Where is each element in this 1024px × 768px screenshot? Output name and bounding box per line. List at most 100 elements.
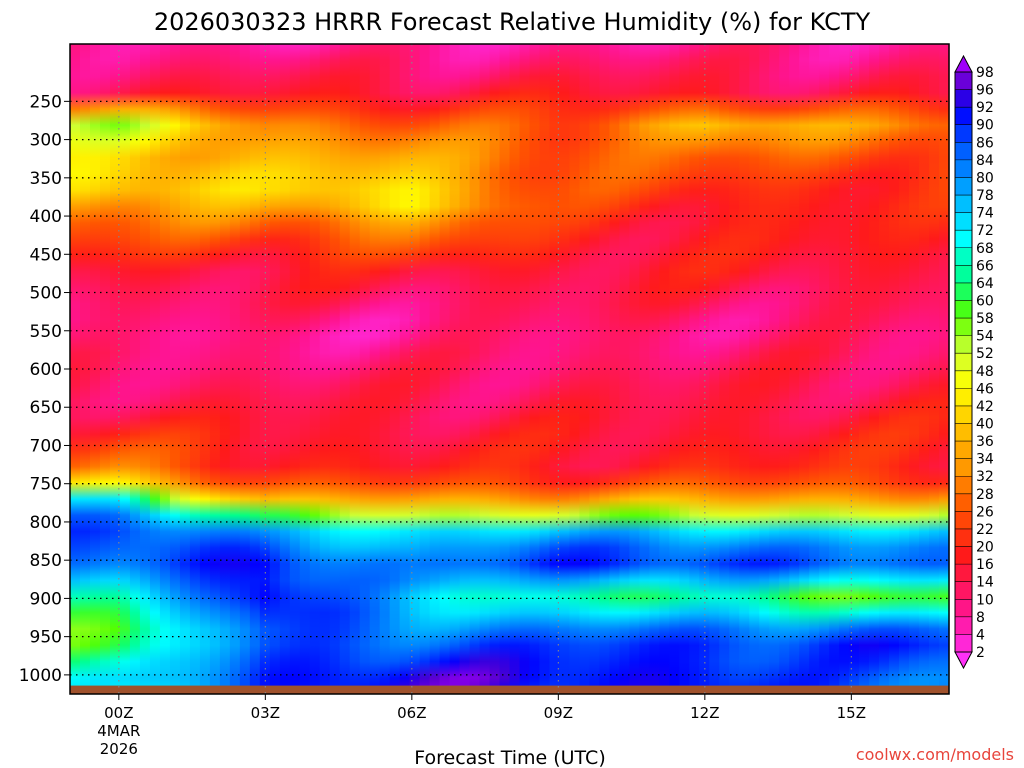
colorbar-swatch [955, 528, 972, 548]
heatmap-column [319, 44, 331, 694]
heatmap-field [70, 44, 950, 694]
y-tick-label: 250 [30, 92, 62, 112]
colorbar-label: 80 [976, 170, 994, 186]
heatmap-column [619, 44, 630, 694]
heatmap-column [399, 44, 411, 694]
colorbar-swatch [955, 616, 972, 635]
x-tick-label: 00Z [104, 704, 133, 722]
heatmap-column [219, 44, 231, 694]
colorbar-swatch [955, 247, 972, 266]
heatmap-column [129, 44, 141, 694]
heatmap-column [679, 44, 690, 694]
heatmap-column [879, 44, 890, 694]
colorbar-swatch [955, 107, 972, 126]
heatmap-column [559, 44, 571, 694]
heatmap-column [109, 44, 121, 694]
heatmap-column [199, 44, 211, 694]
colorbar-swatch [955, 72, 972, 91]
colorbar-swatch [955, 546, 972, 565]
colorbar-label: 4 [976, 627, 985, 643]
heatmap-column [909, 44, 920, 694]
colorbar-label: 2 [976, 645, 985, 661]
y-tick-label: 550 [30, 322, 62, 342]
colorbar-swatch [955, 212, 972, 231]
credit-link[interactable]: coolwx.com/models [856, 745, 1014, 764]
colorbar-label: 36 [976, 434, 994, 450]
colorbar-swatch [955, 318, 972, 337]
x-tick-label: 12Z [690, 704, 719, 722]
heatmap-column [229, 44, 241, 694]
colorbar-swatch [955, 353, 972, 372]
y-tick-label: 300 [30, 131, 62, 151]
y-tick-label: 450 [30, 245, 62, 265]
heatmap-column [469, 44, 481, 694]
colorbar-swatch [955, 405, 972, 425]
colorbar-swatch [955, 370, 972, 389]
heatmap-column [339, 44, 351, 694]
heatmap-column [309, 44, 321, 694]
colorbar: 9896929086848078747268666460585452484642… [954, 54, 994, 670]
heatmap-column [609, 44, 620, 694]
colorbar-label: 32 [976, 469, 994, 485]
heatmap-column [349, 44, 361, 694]
colorbar-label: 26 [976, 504, 994, 520]
heatmap-column [529, 44, 541, 694]
x-tick-label: 03Z [251, 704, 280, 722]
colorbar-label: 48 [976, 364, 994, 380]
colorbar-swatch [955, 441, 972, 460]
colorbar-label: 10 [976, 592, 994, 608]
colorbar-swatch [955, 388, 972, 407]
heatmap-column [159, 44, 171, 694]
colorbar-max-arrow [954, 54, 973, 73]
heatmap-column [829, 44, 840, 694]
colorbar-swatch [955, 599, 972, 618]
heatmap-column [439, 44, 451, 694]
colorbar-label: 66 [976, 258, 994, 274]
colorbar-label: 22 [976, 522, 994, 538]
colorbar-label: 68 [976, 241, 994, 257]
heatmap-column [499, 44, 511, 694]
colorbar-label: 90 [976, 118, 994, 134]
heatmap-column [70, 44, 81, 694]
colorbar-swatch [955, 230, 972, 249]
heatmap-column [279, 44, 291, 694]
heatmap-column [819, 44, 830, 694]
x-tick-label: 06Z [397, 704, 426, 722]
colorbar-swatch [955, 300, 972, 319]
heatmap-column [79, 44, 91, 694]
heatmap-column [549, 44, 561, 694]
colorbar-swatch [955, 159, 972, 178]
heatmap-column [639, 44, 650, 694]
heatmap-column [739, 44, 750, 694]
colorbar-swatch [955, 142, 972, 161]
heatmap-column [519, 44, 531, 694]
y-tick-label: 500 [30, 284, 62, 304]
colorbar-swatch [955, 423, 972, 442]
colorbar-swatch [955, 476, 972, 495]
colorbar-label: 60 [976, 293, 994, 309]
colorbar-label: 96 [976, 83, 994, 99]
heatmap-column [589, 44, 600, 694]
colorbar-label: 86 [976, 135, 994, 151]
chart-title: 2026030323 HRRR Forecast Relative Humidi… [154, 8, 871, 36]
colorbar-swatch [955, 511, 972, 530]
colorbar-label: 34 [976, 452, 994, 468]
colorbar-label: 72 [976, 223, 994, 239]
y-tick-label: 650 [30, 398, 62, 418]
heatmap-column [919, 44, 930, 694]
grid-lines [70, 44, 949, 694]
y-tick-label: 1000 [19, 666, 62, 686]
heatmap-column [859, 44, 870, 694]
colorbar-label: 92 [976, 100, 994, 116]
heatmap-column [939, 44, 950, 694]
colorbar-label: 28 [976, 487, 994, 503]
heatmap-column [169, 44, 181, 694]
heatmap-column [789, 44, 800, 694]
heatmap-column [669, 44, 680, 694]
colorbar-label: 54 [976, 329, 994, 345]
heatmap-column [799, 44, 810, 694]
heatmap-column [709, 44, 720, 694]
colorbar-label: 98 [976, 65, 994, 81]
